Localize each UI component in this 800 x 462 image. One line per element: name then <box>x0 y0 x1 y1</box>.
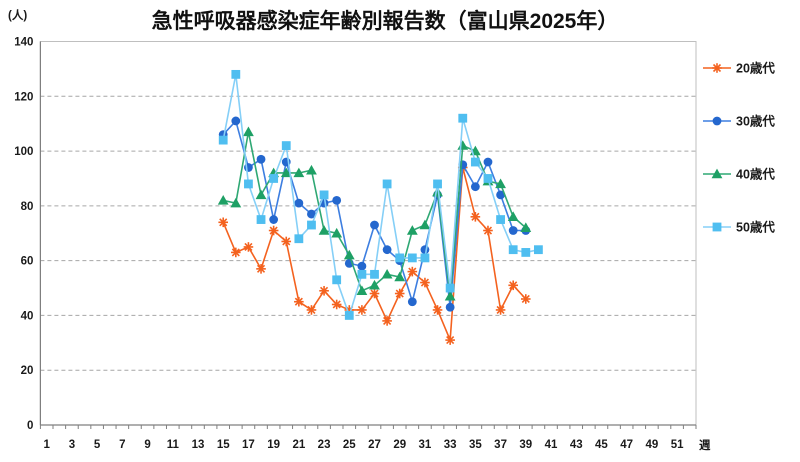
x-tick-label: 35 <box>469 439 482 451</box>
series-50歳代 <box>218 69 543 320</box>
x-axis-unit-label: 週 <box>699 438 711 452</box>
y-tick-label: 0 <box>27 420 33 432</box>
legend-item-50歳代: 50歳代 <box>703 220 775 235</box>
y-tick-label: 140 <box>14 37 33 49</box>
legend-label: 40歳代 <box>736 167 775 182</box>
legend-label: 20歳代 <box>736 61 775 76</box>
x-tick-label: 45 <box>595 439 608 451</box>
x-tick-label: 27 <box>368 439 381 451</box>
x-tick-label: 37 <box>494 439 507 451</box>
legend-item-40歳代: 40歳代 <box>703 167 775 182</box>
legend-square-icon <box>712 222 722 232</box>
x-tick-label: 31 <box>419 439 432 451</box>
x-tick-label: 11 <box>167 439 180 451</box>
legend-triangle-icon <box>711 168 723 179</box>
x-tick-label: 21 <box>292 439 305 451</box>
x-tick-label: 13 <box>192 439 205 451</box>
x-tick-label: 29 <box>393 439 406 451</box>
legend-asterisk-icon <box>712 63 722 73</box>
x-tick-label: 43 <box>570 439 583 451</box>
x-tick-label: 23 <box>318 439 331 451</box>
y-tick-label: 80 <box>21 201 34 213</box>
series-line <box>222 119 526 308</box>
legend-circle-icon <box>712 116 722 126</box>
x-tick-label: 1 <box>44 439 51 451</box>
y-tick-label: 60 <box>21 256 34 268</box>
x-tick-label: 3 <box>69 439 75 451</box>
x-tick-label: 19 <box>267 439 280 451</box>
legend-label: 50歳代 <box>736 220 775 235</box>
x-tick-label: 33 <box>444 439 457 451</box>
y-tick-label: 100 <box>14 146 33 158</box>
x-tick-label: 49 <box>645 439 658 451</box>
x-tick-label: 41 <box>545 439 558 451</box>
x-tick-label: 5 <box>94 439 101 451</box>
x-tick-label: 51 <box>671 439 684 451</box>
x-tick-label: 15 <box>217 439 230 451</box>
legend-label: 30歳代 <box>736 114 775 129</box>
x-tick-label: 39 <box>519 439 532 451</box>
x-tick-label: 17 <box>242 439 255 451</box>
series-40歳代 <box>217 126 532 301</box>
y-tick-label: 40 <box>21 310 34 322</box>
y-axis-unit-label: (人) <box>8 8 27 22</box>
legend-item-30歳代: 30歳代 <box>703 114 775 129</box>
y-tick-label: 120 <box>14 91 33 103</box>
chart-legend: 20歳代 30歳代 40歳代 50歳代 <box>703 61 775 235</box>
x-tick-label: 9 <box>144 439 150 451</box>
series-20歳代 <box>218 162 531 345</box>
x-tick-label: 47 <box>620 439 633 451</box>
chart-title: 急性呼吸器感染症年齢別報告数（富山県2025年） <box>152 9 619 33</box>
legend-item-20歳代: 20歳代 <box>703 61 775 76</box>
x-tick-label: 7 <box>119 439 125 451</box>
y-tick-label: 20 <box>21 365 34 377</box>
plot-border <box>39 41 697 426</box>
x-tick-label: 25 <box>343 439 356 451</box>
